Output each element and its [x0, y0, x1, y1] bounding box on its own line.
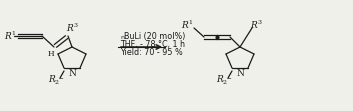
Text: N: N — [236, 68, 244, 77]
Text: 1: 1 — [188, 20, 192, 25]
Text: BuLi (20 mol%): BuLi (20 mol%) — [124, 32, 185, 41]
Text: 3: 3 — [257, 20, 261, 25]
Text: –: – — [59, 74, 63, 83]
Text: n: n — [120, 35, 124, 40]
Text: THF, - 78 °C, 1 h: THF, - 78 °C, 1 h — [120, 40, 185, 49]
Text: R: R — [251, 21, 257, 30]
Text: N: N — [68, 68, 76, 77]
Text: H: H — [48, 50, 54, 58]
Text: R: R — [5, 32, 11, 41]
Text: R: R — [49, 74, 55, 83]
Text: 1: 1 — [11, 31, 15, 36]
Text: 2: 2 — [223, 79, 227, 84]
Text: R: R — [182, 21, 189, 30]
Text: R: R — [217, 74, 223, 83]
Text: 3: 3 — [73, 23, 77, 28]
Text: Yield: 70 - 95 %: Yield: 70 - 95 % — [120, 48, 183, 57]
Text: –: – — [227, 74, 231, 83]
Text: R: R — [67, 24, 73, 33]
Text: 2: 2 — [55, 79, 59, 84]
